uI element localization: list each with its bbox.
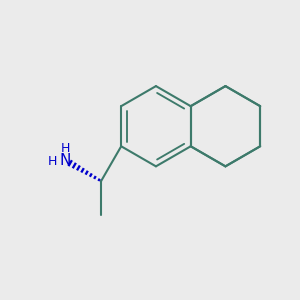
Text: H: H (61, 142, 70, 154)
Text: N: N (59, 153, 71, 168)
Text: H: H (48, 155, 57, 169)
